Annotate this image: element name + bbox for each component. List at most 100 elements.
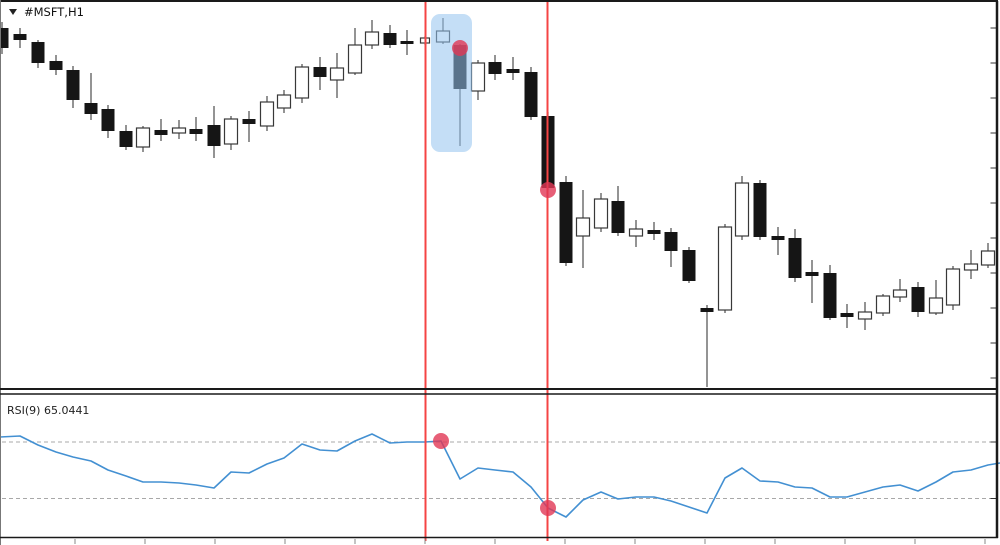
candle — [788, 229, 802, 282]
candle — [928, 280, 944, 315]
candle-body-bear — [31, 42, 45, 63]
symbol-label[interactable]: #MSFT,H1 — [24, 5, 84, 19]
candle-body-bull — [347, 44, 363, 74]
candle — [13, 28, 27, 48]
candle-body-bear — [911, 287, 925, 312]
candle — [154, 119, 168, 141]
candle — [524, 67, 538, 120]
candle — [207, 106, 221, 158]
candle — [805, 260, 819, 303]
candle-body-bull — [276, 94, 292, 109]
candle — [101, 105, 115, 138]
candle — [259, 96, 275, 131]
candle — [276, 90, 292, 113]
candle — [611, 186, 625, 236]
rsi-level-lines — [2, 441, 995, 499]
candle-body-bear — [611, 201, 625, 233]
signal-marker-circle — [433, 433, 449, 449]
candle — [347, 28, 363, 75]
candle — [135, 126, 151, 152]
candle — [171, 120, 187, 139]
candle — [945, 266, 961, 310]
annotations-layer — [424, 2, 556, 541]
candle-body-bull — [575, 217, 591, 237]
candle-body-bear — [559, 182, 573, 263]
candle-body-bull — [294, 66, 310, 99]
candle-body-bull — [980, 250, 996, 266]
candle-body-bear — [524, 72, 538, 117]
candle-body-bear — [771, 236, 785, 240]
candle — [31, 40, 45, 68]
candle — [911, 282, 925, 317]
candle-body-bull — [135, 127, 151, 148]
candle-body-bear — [383, 33, 397, 45]
candle-body-bull — [259, 101, 275, 127]
candle — [242, 111, 256, 142]
candle — [0, 22, 9, 54]
candle-body-bull — [875, 295, 891, 314]
candle-body-bull — [171, 127, 187, 134]
candle — [488, 55, 502, 80]
candle-body-bear — [488, 62, 502, 74]
candle-body-bear — [13, 34, 27, 40]
candle-highlight-region — [431, 14, 472, 152]
candle-body-bear — [805, 272, 819, 276]
candle-body-bear — [840, 313, 854, 317]
candle-body-bear — [49, 61, 63, 70]
candle-body-bear — [66, 70, 80, 100]
candle-body-bear — [101, 109, 115, 131]
candle — [189, 117, 203, 141]
candle — [49, 55, 63, 75]
candle-body-bear — [400, 41, 414, 44]
candle-body-bear — [189, 129, 203, 134]
signal-marker-circle — [452, 40, 468, 56]
candle-body-bear — [119, 131, 133, 147]
signal-marker-circle — [540, 182, 556, 198]
candle-body-bear — [700, 308, 714, 312]
candle-body-bull — [717, 226, 733, 311]
candle — [823, 265, 837, 320]
candle — [717, 224, 733, 313]
candle — [700, 305, 714, 387]
candle — [771, 227, 785, 255]
symbol-dropdown-icon[interactable] — [9, 9, 17, 15]
candle-body-bull — [928, 297, 944, 314]
candle — [664, 228, 678, 267]
candle — [470, 60, 486, 100]
candle — [682, 247, 696, 283]
candle — [980, 243, 996, 268]
candle-body-bear — [823, 273, 837, 318]
candle — [383, 25, 397, 48]
candle — [734, 176, 750, 240]
candle — [892, 279, 908, 302]
candle-body-bear — [313, 67, 327, 77]
candle — [400, 30, 414, 55]
rsi-indicator-label: RSI(9) 65.0441 — [7, 404, 89, 417]
candle-body-bear — [506, 69, 520, 73]
candle — [647, 222, 661, 240]
candle-body-bear — [753, 183, 767, 237]
candle — [628, 220, 644, 247]
candle — [840, 304, 854, 328]
axis-ticks — [74, 27, 997, 544]
candle — [364, 20, 380, 49]
candle — [753, 180, 767, 240]
candle-body-bull — [857, 311, 873, 320]
candle — [313, 57, 327, 90]
candle — [559, 176, 573, 266]
candle-body-bull — [593, 198, 609, 229]
candle-body-bear — [242, 119, 256, 124]
candle-body-bull — [329, 67, 345, 81]
candle — [294, 64, 310, 103]
signal-marker-circle — [540, 500, 556, 516]
candle — [575, 190, 591, 268]
candle — [857, 302, 873, 330]
candle — [84, 73, 98, 120]
candle-body-bear — [0, 28, 9, 48]
candle — [593, 193, 609, 232]
candle — [66, 66, 80, 108]
candle — [875, 294, 891, 316]
